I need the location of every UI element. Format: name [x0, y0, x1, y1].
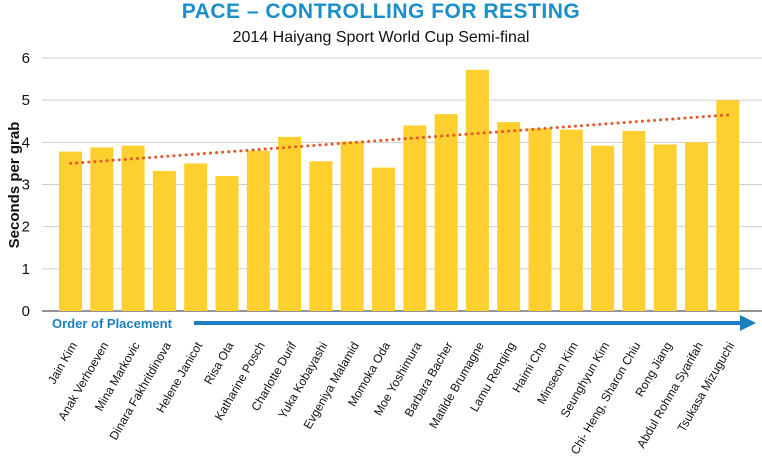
- bar: [121, 145, 145, 311]
- bar: [278, 136, 302, 311]
- bar: [372, 167, 395, 311]
- y-axis-label: Seconds per grab: [6, 122, 23, 249]
- order-arrow: Order of Placement: [52, 315, 756, 331]
- bar: [59, 151, 82, 311]
- bars: [59, 69, 740, 312]
- y-tick-label: 1: [22, 261, 30, 278]
- bar: [184, 163, 208, 311]
- bar: [591, 145, 615, 311]
- x-axis-label: Order of Placement: [52, 316, 173, 331]
- y-tick-label: 2: [22, 219, 30, 236]
- y-tick-label: 3: [22, 177, 30, 194]
- chart-title: PACE – CONTROLLING FOR RESTING: [181, 0, 581, 23]
- bar: [716, 100, 740, 312]
- bar: [434, 114, 458, 311]
- bar: [215, 176, 239, 311]
- bar: [309, 161, 333, 311]
- bar: [528, 128, 552, 311]
- chart-subtitle: 2014 Haiyang Sport World Cup Semi-final: [232, 29, 530, 46]
- bar: [90, 147, 114, 311]
- y-tick-label: 6: [22, 50, 30, 67]
- bar: [685, 142, 708, 311]
- arrow-head: [740, 315, 756, 331]
- y-tick-label: 5: [22, 92, 30, 109]
- bar: [559, 129, 583, 311]
- bar: [246, 150, 270, 311]
- bar: [340, 141, 364, 311]
- bar: [653, 144, 677, 311]
- bar: [622, 130, 646, 311]
- x-tick-label: Tsukasa Mizuguchi: [675, 340, 738, 435]
- bar: [465, 69, 489, 311]
- y-axis-ticks: 0 1 2 3 4 5 6: [22, 50, 30, 320]
- bar: [152, 171, 176, 311]
- trendline: [69, 113, 730, 165]
- x-tick-label: Jain Kim: [45, 339, 80, 386]
- y-tick-label: 0: [22, 303, 30, 320]
- bar: [403, 125, 427, 311]
- trend-line: [69, 113, 730, 165]
- y-tick-label: 4: [22, 134, 30, 151]
- bar: [497, 122, 521, 312]
